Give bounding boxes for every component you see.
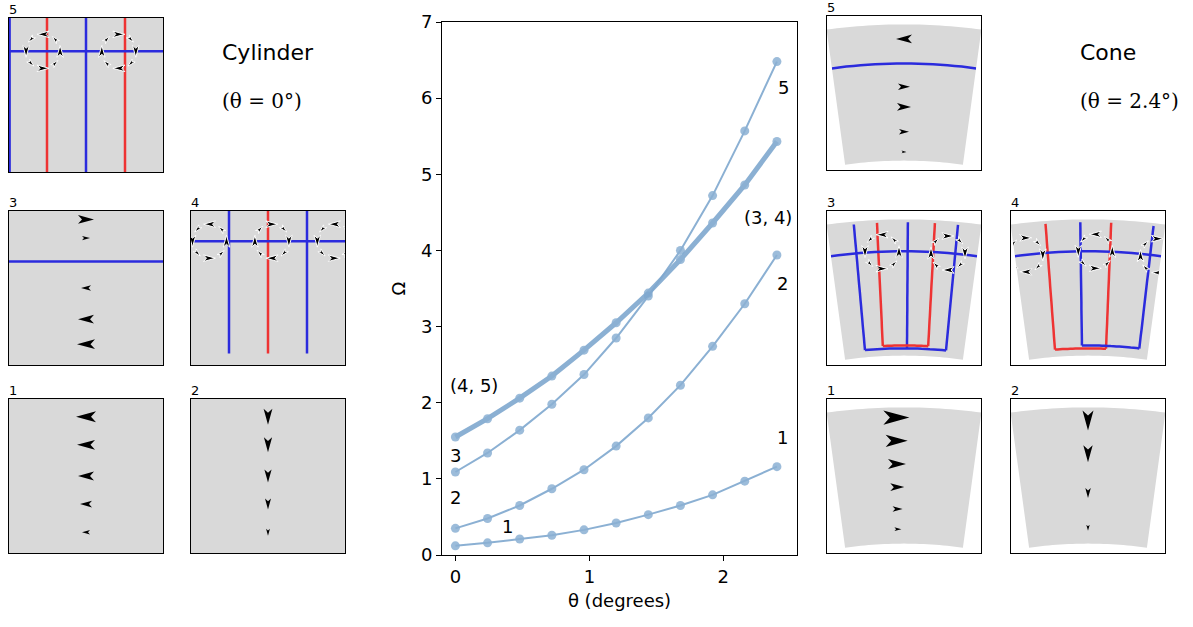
svg-text:6: 6	[421, 87, 432, 108]
svg-text:2: 2	[421, 392, 432, 413]
svg-text:θ (degrees): θ (degrees)	[568, 590, 671, 611]
svg-text:3: 3	[421, 316, 432, 337]
svg-text:3: 3	[450, 445, 461, 466]
svg-text:1: 1	[827, 383, 835, 398]
svg-text:1: 1	[777, 427, 788, 448]
svg-text:(θ = 2.4°): (θ = 2.4°)	[1080, 89, 1179, 113]
svg-text:3: 3	[9, 195, 17, 210]
svg-text:5: 5	[778, 77, 789, 98]
svg-text:(θ = 0°): (θ = 0°)	[222, 89, 302, 113]
svg-text:1: 1	[421, 468, 432, 489]
svg-text:0: 0	[450, 566, 461, 587]
svg-text:Cone: Cone	[1080, 40, 1136, 65]
svg-text:5: 5	[421, 164, 432, 185]
svg-text:3: 3	[827, 195, 835, 210]
svg-text:1: 1	[502, 516, 513, 537]
svg-text:2: 2	[450, 487, 461, 508]
svg-text:4: 4	[191, 195, 199, 210]
svg-text:5: 5	[9, 2, 17, 17]
svg-text:2: 2	[191, 383, 199, 398]
svg-text:(3, 4): (3, 4)	[744, 207, 792, 228]
svg-text:1: 1	[9, 383, 17, 398]
svg-text:5: 5	[827, 0, 835, 15]
svg-text:7: 7	[421, 11, 432, 32]
svg-text:0: 0	[421, 544, 432, 565]
svg-text:2: 2	[1011, 383, 1019, 398]
svg-text:Cylinder: Cylinder	[222, 40, 314, 65]
svg-text:1: 1	[584, 566, 595, 587]
svg-text:2: 2	[718, 566, 729, 587]
svg-text:4: 4	[1011, 195, 1019, 210]
svg-text:4: 4	[421, 240, 432, 261]
svg-text:(4, 5): (4, 5)	[450, 375, 498, 396]
svg-text:Ω: Ω	[388, 281, 409, 295]
svg-text:2: 2	[777, 273, 788, 294]
